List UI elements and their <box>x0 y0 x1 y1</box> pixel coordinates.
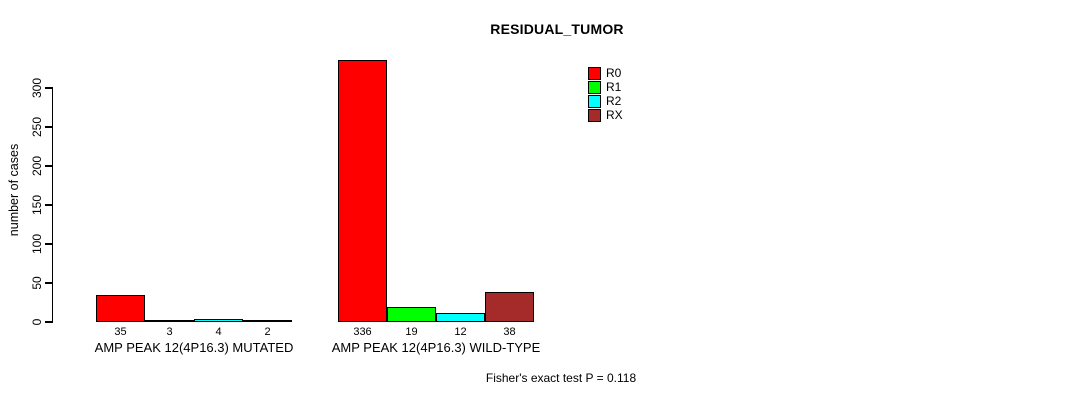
legend-label: R0 <box>606 66 622 80</box>
legend-label: RX <box>606 108 623 122</box>
y-axis-line <box>51 87 53 323</box>
bar-value-label: 19 <box>405 326 418 338</box>
y-tick-mark <box>44 165 52 167</box>
y-tick-label: 50 <box>30 276 44 290</box>
y-tick-label: 0 <box>30 318 44 326</box>
y-tick-label: 150 <box>30 194 44 216</box>
y-tick-mark <box>44 87 52 89</box>
bar-r0 <box>338 59 387 322</box>
bar-value-label: 35 <box>114 326 127 338</box>
bar-rx <box>243 320 292 322</box>
y-axis-label: number of cases <box>7 143 21 237</box>
legend-swatch-r0 <box>588 66 601 80</box>
legend-swatch-r2 <box>588 94 601 108</box>
bar-r1 <box>387 307 436 322</box>
category-label: AMP PEAK 12(4P16.3) WILD-TYPE <box>331 340 541 355</box>
legend-swatch-r1 <box>588 80 601 94</box>
legend-swatch-rx <box>588 108 601 122</box>
bar-value-label: 2 <box>264 326 271 338</box>
bar-value-label: 12 <box>454 326 467 338</box>
legend-item-r1: R1 <box>588 80 623 94</box>
bar-value-label: 3 <box>166 326 173 338</box>
y-tick-label: 250 <box>30 116 44 138</box>
bar-r0 <box>96 294 145 322</box>
legend-item-r2: R2 <box>588 94 623 108</box>
legend: R0 R1 R2 RX <box>588 66 623 122</box>
y-tick-mark <box>44 282 52 284</box>
y-tick-mark <box>44 321 52 323</box>
stat-annotation: Fisher's exact test P = 0.118 <box>485 371 637 385</box>
bar-r1 <box>145 319 194 322</box>
legend-item-rx: RX <box>588 108 623 122</box>
bar-r2 <box>436 312 485 322</box>
bar-value-label: 4 <box>215 326 222 338</box>
legend-item-r0: R0 <box>588 66 623 80</box>
bar-r2 <box>194 318 243 322</box>
chart-title: RESIDUAL_TUMOR <box>490 21 624 37</box>
y-tick-label: 200 <box>30 155 44 177</box>
bar-value-label: 336 <box>353 326 372 338</box>
legend-label: R1 <box>606 80 622 94</box>
y-tick-label: 100 <box>30 233 44 255</box>
bar-rx <box>485 292 534 322</box>
legend-label: R2 <box>606 94 622 108</box>
y-tick-mark <box>44 243 52 245</box>
y-tick-mark <box>44 126 52 128</box>
category-label: AMP PEAK 12(4P16.3) MUTATED <box>94 340 294 355</box>
bar-value-label: 38 <box>503 326 516 338</box>
y-tick-mark <box>44 204 52 206</box>
y-tick-label: 300 <box>30 77 44 99</box>
